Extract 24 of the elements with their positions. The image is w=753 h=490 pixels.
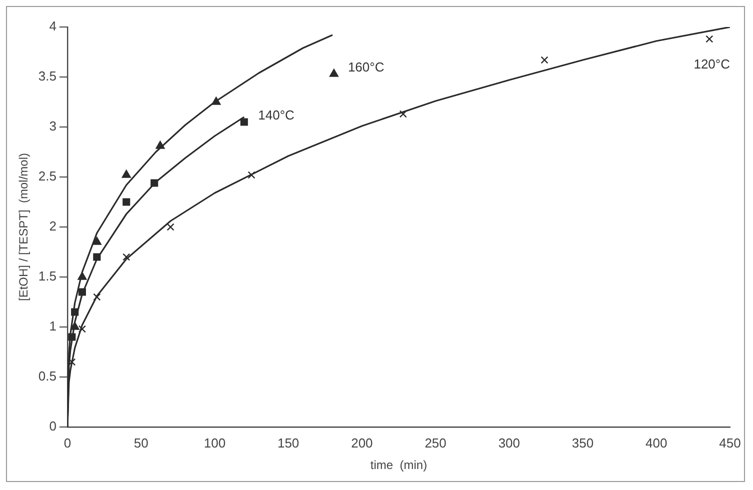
y-axis-title: [EtOH] / [TESPT] (mol/mol) <box>16 152 31 302</box>
x-tick-label: 100 <box>204 435 226 450</box>
series-label: 120°C <box>694 56 730 72</box>
y-tick-label: 0 <box>49 418 56 434</box>
y-tick-label: 0.5 <box>38 368 56 384</box>
x-tick-label: 400 <box>646 435 668 450</box>
x-tick-label: 250 <box>424 435 446 450</box>
x-tick-label: 300 <box>498 435 520 450</box>
x-tick-label: 50 <box>134 435 148 450</box>
x-tick-label: 350 <box>572 435 594 450</box>
y-tick-label: 1 <box>49 318 56 334</box>
y-tick-label: 3 <box>49 118 56 134</box>
y-tick-label: 2 <box>49 218 56 234</box>
series-label: 160°C <box>348 60 384 75</box>
series-label: 140°C <box>258 108 294 123</box>
y-tick-label: 4 <box>49 18 56 34</box>
x-tick-label: 150 <box>277 435 300 450</box>
x-tick-label: 200 <box>351 435 373 450</box>
x-tick-label: 450 <box>719 435 741 450</box>
y-tick-label: 2.5 <box>38 168 56 184</box>
x-tick-label: 0 <box>64 435 72 450</box>
y-tick-label: 3.5 <box>38 68 56 84</box>
x-axis-title: time (min) <box>370 458 428 472</box>
y-tick-label: 1.5 <box>38 268 56 284</box>
